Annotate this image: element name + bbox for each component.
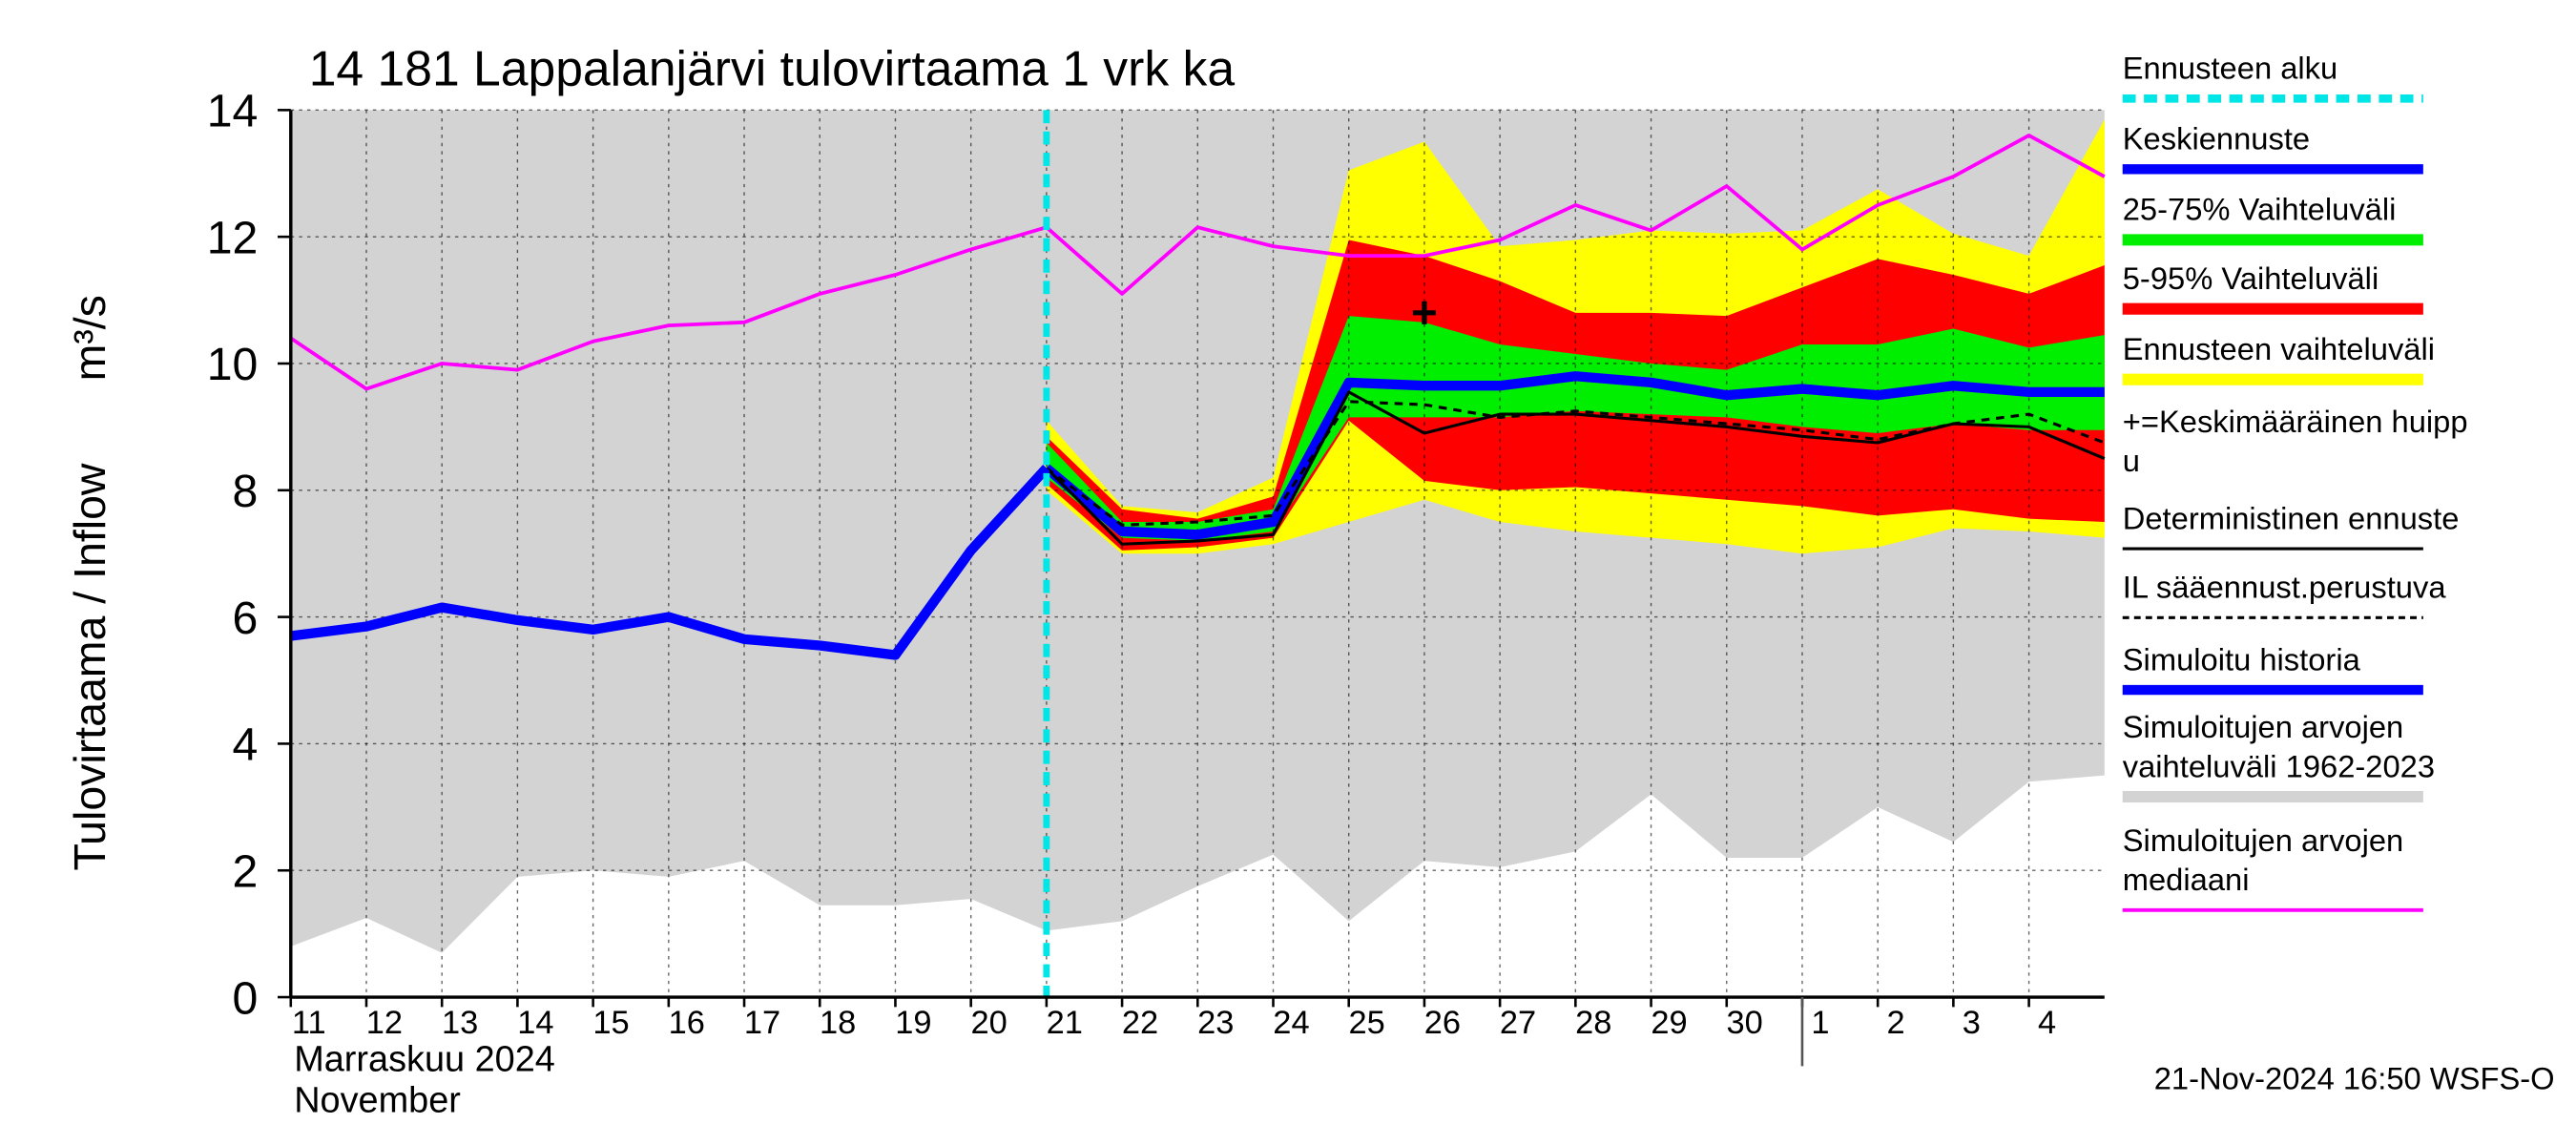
x-tick-label: 18 xyxy=(820,1005,856,1041)
x-tick-label: 15 xyxy=(592,1005,629,1041)
peak-marker xyxy=(1412,301,1436,324)
legend-label: Ennusteen alku xyxy=(2123,51,2337,86)
legend-label: Deterministinen ennuste xyxy=(2123,500,2460,535)
y-tick-label: 10 xyxy=(207,339,259,390)
x-tick-label: 2 xyxy=(1887,1005,1905,1041)
x-tick-label: 4 xyxy=(2038,1005,2056,1041)
x-tick-label: 26 xyxy=(1424,1005,1461,1041)
y-axis-unit: m³/s xyxy=(65,295,114,381)
legend-label: +=Keskimääräinen huipp xyxy=(2123,404,2468,439)
band xyxy=(1046,316,2105,541)
legend-label: u xyxy=(2123,443,2140,478)
x-tick-label: 1 xyxy=(1811,1005,1829,1041)
x-tick-label: 27 xyxy=(1500,1005,1536,1041)
x-tick-label: 28 xyxy=(1575,1005,1611,1041)
x-tick-label: 16 xyxy=(669,1005,705,1041)
x-tick-label: 21 xyxy=(1047,1005,1083,1041)
legend-label: Keskiennuste xyxy=(2123,121,2310,156)
x-tick-label: 3 xyxy=(1963,1005,1981,1041)
timestamp: 21-Nov-2024 16:50 WSFS-O xyxy=(2154,1060,2555,1095)
legend-label: vaihteluväli 1962-2023 xyxy=(2123,748,2435,783)
series-line xyxy=(289,134,2106,391)
legend-label: 25-75% Vaihteluväli xyxy=(2123,192,2397,227)
x-tick-label: 19 xyxy=(895,1005,931,1041)
series-line xyxy=(1045,400,2106,527)
x-tick-label: 14 xyxy=(517,1005,553,1041)
legend-label: Simuloitu historia xyxy=(2123,641,2361,677)
legend-label: 5-95% Vaihteluväli xyxy=(2123,260,2379,296)
y-tick-label: 14 xyxy=(207,86,259,137)
legend-label: Simuloitujen arvojen xyxy=(2123,822,2404,858)
series-line xyxy=(1043,371,2105,540)
x-tick-label: 13 xyxy=(442,1005,478,1041)
y-tick-label: 6 xyxy=(233,593,259,644)
series-line xyxy=(290,465,1050,660)
legend-label: mediaani xyxy=(2123,862,2250,897)
y-tick-label: 8 xyxy=(233,466,259,517)
month-label: Marraskuu 2024 xyxy=(294,1040,555,1080)
chart-title: 14 181 Lappalanjärvi tulovirtaama 1 vrk … xyxy=(309,41,1236,96)
y-tick-label: 12 xyxy=(207,212,259,263)
legend-label: Ennusteen vaihteluväli xyxy=(2123,331,2435,366)
x-tick-label: 25 xyxy=(1349,1005,1385,1041)
x-tick-label: 23 xyxy=(1197,1005,1234,1041)
legend-label: IL sääennust.perustuva xyxy=(2123,570,2447,605)
y-tick-label: 0 xyxy=(233,972,259,1024)
x-tick-label: 20 xyxy=(970,1005,1007,1041)
y-axis-label: Tulovirtaama / Inflow xyxy=(65,463,114,870)
x-tick-label: 22 xyxy=(1122,1005,1158,1041)
x-tick-label: 24 xyxy=(1273,1005,1309,1041)
x-tick-label: 17 xyxy=(744,1005,780,1041)
y-tick-label: 4 xyxy=(233,719,259,771)
x-tick-label: 29 xyxy=(1651,1005,1687,1041)
x-tick-label: 30 xyxy=(1727,1005,1763,1041)
x-tick-label: 12 xyxy=(366,1005,403,1041)
legend-label: Simuloitujen arvojen xyxy=(2123,709,2404,744)
y-tick-label: 2 xyxy=(233,845,259,897)
x-tick-label: 11 xyxy=(292,1005,326,1041)
month-label: November xyxy=(294,1081,461,1121)
